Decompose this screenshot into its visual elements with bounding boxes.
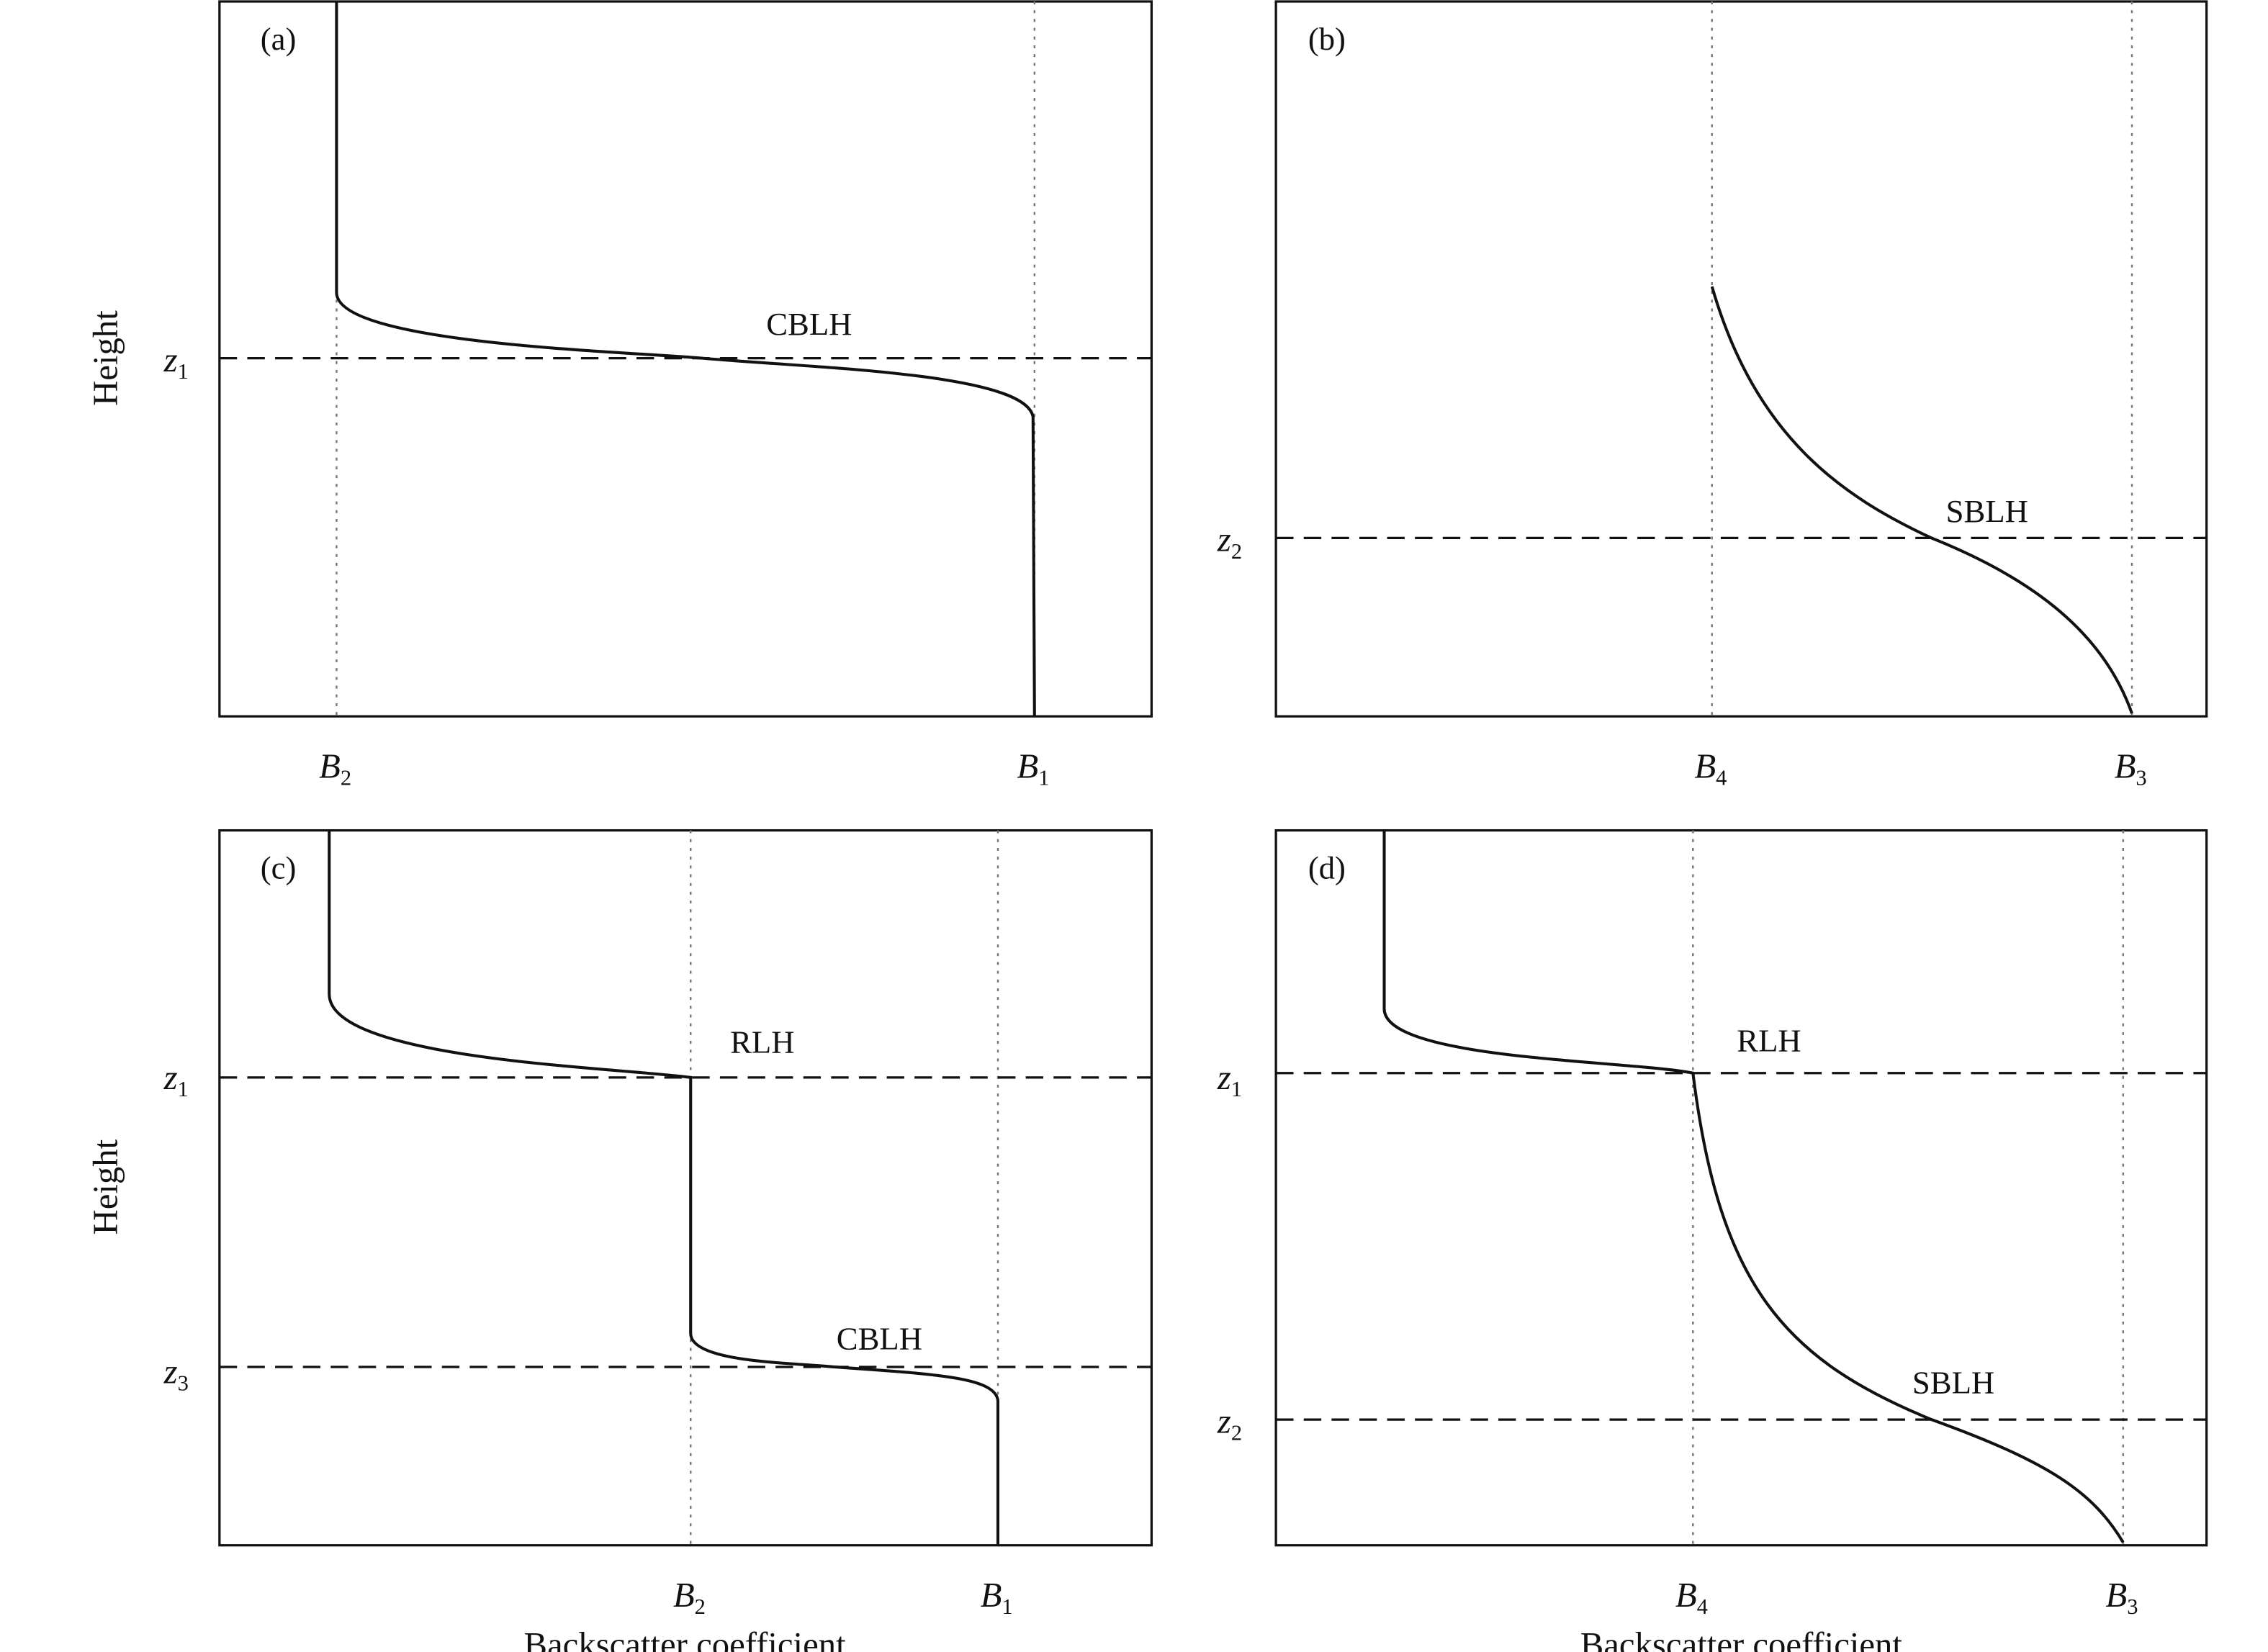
x-label: B4 xyxy=(1694,746,1727,790)
y-label: z3 xyxy=(163,1352,189,1395)
panel-label: (c) xyxy=(261,850,297,886)
y-label: z1 xyxy=(163,1058,189,1101)
text: z xyxy=(163,340,178,379)
text: B xyxy=(2115,746,2136,785)
panel-label: (a) xyxy=(261,21,297,57)
profile xyxy=(328,830,1000,1545)
text: 2 xyxy=(695,1594,706,1619)
y-label: z2 xyxy=(1217,1402,1242,1445)
text: 1 xyxy=(1231,1077,1242,1101)
text: z xyxy=(1217,1402,1231,1440)
text: z xyxy=(1217,520,1231,559)
text: B xyxy=(2105,1576,2127,1615)
text: 3 xyxy=(2136,766,2146,790)
axis-title: Backscatter coefficient xyxy=(1580,1625,1903,1652)
text: 1 xyxy=(1002,1594,1012,1619)
panel-b: (b) SBLH z2 B4 B3 xyxy=(1217,0,2208,790)
text: z xyxy=(163,1058,178,1097)
text: 3 xyxy=(178,1371,189,1395)
frame xyxy=(1274,829,2208,1547)
text: B xyxy=(1017,746,1038,785)
text: 1 xyxy=(178,1077,189,1101)
panel-label: (d) xyxy=(1308,850,1346,886)
axis-title: Height xyxy=(86,1139,125,1235)
text: 1 xyxy=(1038,766,1049,790)
x-label: B4 xyxy=(1675,1576,1708,1619)
text: 2 xyxy=(341,766,351,790)
axis-title: Backscatter coefficient xyxy=(523,1625,846,1652)
text: z xyxy=(1217,1058,1231,1097)
annotation: RLH xyxy=(730,1024,794,1060)
text: 4 xyxy=(1716,766,1727,790)
panel-c: (c) RLH CBLH z1 z3 B2 B1 Height Backscat… xyxy=(86,829,1153,1652)
y-label: z1 xyxy=(1217,1058,1242,1101)
text: B xyxy=(673,1576,695,1615)
y-label: z1 xyxy=(163,340,189,384)
x-label: B2 xyxy=(319,746,351,790)
frame xyxy=(218,829,1153,1547)
text: 4 xyxy=(1697,1594,1708,1619)
text: B xyxy=(1694,746,1716,785)
profile xyxy=(1382,830,2125,1543)
panel-label: (b) xyxy=(1308,21,1346,57)
text: 1 xyxy=(178,359,189,384)
annotation: SBLH xyxy=(1912,1365,1994,1401)
x-label: B2 xyxy=(673,1576,706,1619)
profile xyxy=(335,1,1036,717)
text: B xyxy=(319,746,341,785)
annotation: CBLH xyxy=(766,306,852,342)
frame xyxy=(1274,0,2208,718)
annotation: CBLH xyxy=(837,1321,922,1357)
text: z xyxy=(163,1352,178,1391)
x-label: B1 xyxy=(1017,746,1049,790)
text: B xyxy=(1675,1576,1697,1615)
x-label: B3 xyxy=(2115,746,2147,790)
annotation: SBLH xyxy=(1946,493,2028,529)
text: 2 xyxy=(1231,539,1242,564)
text: B xyxy=(981,1576,1002,1615)
x-label: B3 xyxy=(2105,1576,2138,1619)
x-label: B1 xyxy=(981,1576,1013,1619)
axis-title: Height xyxy=(86,310,125,406)
panel-a: (a) CBLH z1 B2 B1 Height xyxy=(86,0,1153,790)
profile xyxy=(1710,286,2133,714)
panel-d: (d) RLH SBLH z1 z2 B4 B3 Backscatter coe… xyxy=(1217,829,2208,1652)
y-label: z2 xyxy=(1217,520,1242,564)
text: 2 xyxy=(1231,1421,1242,1445)
text: 3 xyxy=(2127,1594,2138,1619)
annotation: RLH xyxy=(1737,1022,1801,1058)
